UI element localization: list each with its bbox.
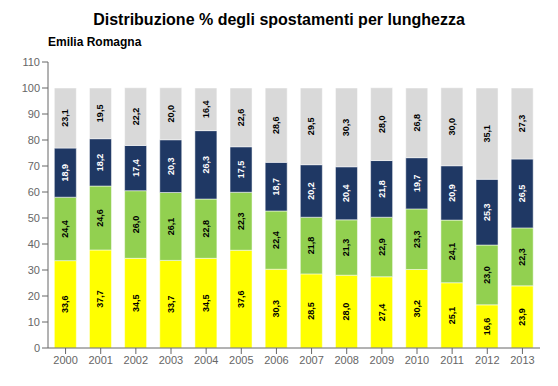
svg-text:2007: 2007 xyxy=(299,354,323,366)
svg-text:30,3: 30,3 xyxy=(341,119,351,137)
svg-text:34,5: 34,5 xyxy=(201,294,211,312)
svg-text:26,0: 26,0 xyxy=(131,216,141,234)
svg-text:23,9: 23,9 xyxy=(517,308,527,326)
svg-text:21,8: 21,8 xyxy=(306,237,316,255)
svg-text:33,6: 33,6 xyxy=(60,296,70,314)
svg-text:18,2: 18,2 xyxy=(95,154,105,172)
svg-text:22,9: 22,9 xyxy=(377,238,387,256)
svg-text:23,3: 23,3 xyxy=(412,230,422,248)
svg-text:30: 30 xyxy=(28,264,40,276)
svg-text:10: 10 xyxy=(28,316,40,328)
svg-text:21,8: 21,8 xyxy=(377,180,387,198)
svg-text:80: 80 xyxy=(28,134,40,146)
svg-text:20,4: 20,4 xyxy=(341,185,351,203)
svg-text:2000: 2000 xyxy=(53,354,77,366)
svg-text:34,5: 34,5 xyxy=(131,294,141,312)
svg-text:0: 0 xyxy=(34,342,40,354)
svg-text:2013: 2013 xyxy=(510,354,534,366)
svg-text:90: 90 xyxy=(28,108,40,120)
svg-text:110: 110 xyxy=(22,56,40,68)
svg-text:33,7: 33,7 xyxy=(166,295,176,313)
svg-text:30,2: 30,2 xyxy=(412,300,422,318)
svg-text:17,5: 17,5 xyxy=(236,161,246,179)
svg-text:2004: 2004 xyxy=(194,354,218,366)
svg-text:2011: 2011 xyxy=(440,354,464,366)
svg-text:30,3: 30,3 xyxy=(271,300,281,318)
svg-text:35,1: 35,1 xyxy=(482,125,492,143)
svg-text:20,3: 20,3 xyxy=(166,157,176,175)
svg-text:24,1: 24,1 xyxy=(447,243,457,261)
svg-text:20,2: 20,2 xyxy=(306,182,316,200)
svg-text:28,5: 28,5 xyxy=(306,302,316,320)
svg-text:19,7: 19,7 xyxy=(412,175,422,193)
svg-text:27,4: 27,4 xyxy=(377,304,387,322)
svg-text:37,7: 37,7 xyxy=(95,290,105,308)
svg-text:25,1: 25,1 xyxy=(447,307,457,325)
svg-text:23,0: 23,0 xyxy=(482,266,492,284)
html-text:Emilia Romagna: Emilia Romagna xyxy=(48,35,142,49)
svg-text:19,5: 19,5 xyxy=(95,105,105,123)
svg-text:28,0: 28,0 xyxy=(377,115,387,133)
svg-text:40: 40 xyxy=(28,238,40,250)
svg-text:37,6: 37,6 xyxy=(236,290,246,308)
svg-text:100: 100 xyxy=(22,82,40,94)
svg-text:28,0: 28,0 xyxy=(341,303,351,321)
svg-text:2010: 2010 xyxy=(405,354,429,366)
svg-text:25,3: 25,3 xyxy=(482,203,492,221)
svg-text:26,8: 26,8 xyxy=(412,114,422,132)
svg-text:26,3: 26,3 xyxy=(201,156,211,174)
svg-text:50: 50 xyxy=(28,212,40,224)
svg-text:2003: 2003 xyxy=(159,354,183,366)
svg-text:18,7: 18,7 xyxy=(271,178,281,196)
svg-text:2006: 2006 xyxy=(264,354,288,366)
svg-text:22,2: 22,2 xyxy=(131,108,141,126)
svg-text:29,5: 29,5 xyxy=(306,118,316,136)
svg-text:16,4: 16,4 xyxy=(201,101,211,119)
svg-text:22,3: 22,3 xyxy=(517,248,527,266)
svg-text:21,3: 21,3 xyxy=(341,239,351,257)
html-text:Distribuzione % degli spostame: Distribuzione % degli spostamenti per lu… xyxy=(93,11,465,28)
svg-text:22,3: 22,3 xyxy=(236,212,246,230)
svg-text:20,0: 20,0 xyxy=(166,105,176,123)
svg-text:2001: 2001 xyxy=(88,354,112,366)
svg-text:24,6: 24,6 xyxy=(95,209,105,227)
svg-text:2012: 2012 xyxy=(475,354,499,366)
svg-text:20: 20 xyxy=(28,290,40,302)
svg-text:26,1: 26,1 xyxy=(166,218,176,236)
svg-text:2002: 2002 xyxy=(124,354,148,366)
svg-text:2009: 2009 xyxy=(370,354,394,366)
svg-text:70: 70 xyxy=(28,160,40,172)
svg-text:22,8: 22,8 xyxy=(201,220,211,238)
svg-text:2005: 2005 xyxy=(229,354,253,366)
svg-text:16,6: 16,6 xyxy=(482,318,492,336)
svg-text:23,1: 23,1 xyxy=(60,109,70,127)
svg-text:18,9: 18,9 xyxy=(60,164,70,182)
svg-text:27,3: 27,3 xyxy=(517,115,527,133)
svg-text:26,5: 26,5 xyxy=(517,185,527,203)
svg-text:22,6: 22,6 xyxy=(236,109,246,127)
svg-text:60: 60 xyxy=(28,186,40,198)
svg-text:2008: 2008 xyxy=(334,354,358,366)
svg-text:24,4: 24,4 xyxy=(60,220,70,238)
svg-text:30,0: 30,0 xyxy=(447,118,457,136)
svg-text:20,9: 20,9 xyxy=(447,184,457,202)
svg-text:28,6: 28,6 xyxy=(271,116,281,134)
svg-text:22,4: 22,4 xyxy=(271,231,281,249)
svg-text:17,4: 17,4 xyxy=(131,159,141,177)
